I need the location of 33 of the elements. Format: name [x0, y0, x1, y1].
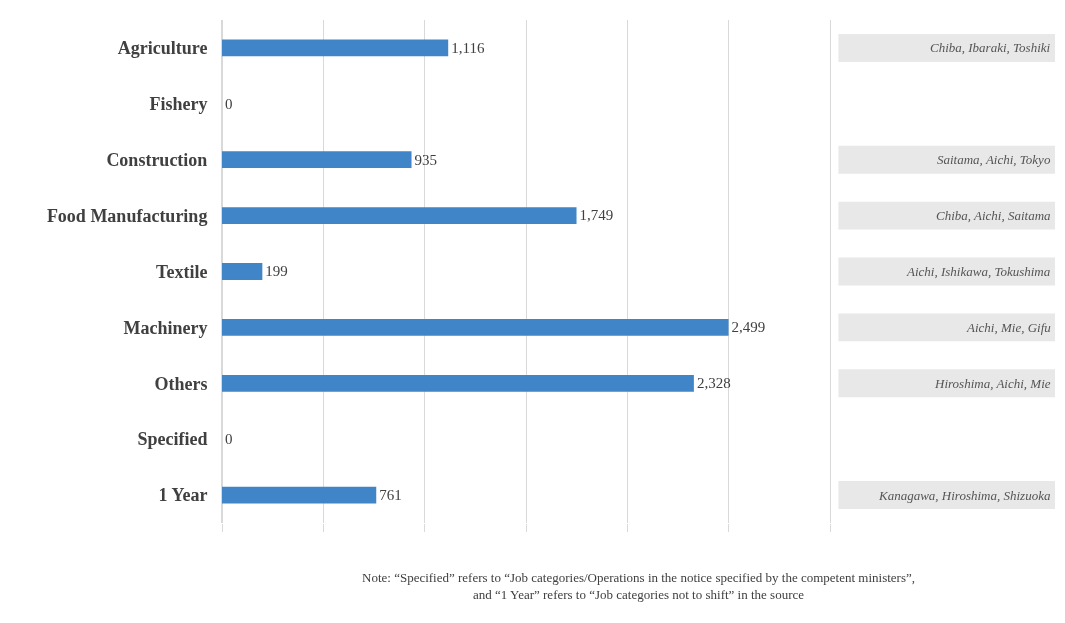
bar — [222, 374, 694, 392]
data-label: 0 — [225, 431, 233, 448]
y2-tick-label: Chiba, Ibaraki, Toshiki — [930, 40, 1051, 55]
y2-tick-label: Aichi, Ishikawa, Tokushima — [906, 264, 1051, 279]
y-tick-label: 1 Year — [158, 485, 208, 506]
y2-tick-label: Kanagawa, Hiroshima, Shizuoka — [878, 488, 1051, 503]
bar — [222, 151, 412, 169]
bar — [222, 39, 449, 57]
data-label: 2,328 — [696, 375, 731, 392]
text: Note: “Specified” refers to “Job categories/Operations in the notice specified by the competent ministers”, and “1 Year” refers to “Job categories not to shift” in the source — [362, 570, 916, 602]
y-tick-label: Specified — [137, 429, 208, 450]
y-tick-label: Others — [154, 373, 208, 394]
data-label: 0 — [225, 95, 233, 112]
y-tick-label: Fishery — [149, 94, 208, 115]
y2-tick-label: Chiba, Aichi, Saitama — [936, 208, 1052, 223]
bar — [222, 319, 729, 336]
y-tick-label: Agriculture — [117, 38, 208, 59]
y-tick-label: Construction — [106, 150, 208, 171]
y2-tick-label: Hiroshima, Aichi, Mie — [934, 376, 1051, 391]
data-label: 935 — [414, 151, 438, 168]
y-tick-label: Food Manufacturing — [46, 205, 208, 226]
data-label: 761 — [379, 486, 402, 503]
bar — [222, 207, 577, 224]
data-label: 2,499 — [731, 319, 766, 336]
y2-tick-label: Aichi, Mie, Gifu — [966, 320, 1052, 335]
y2-tick-label: Saitama, Aichi, Tokyo — [937, 152, 1051, 167]
y-tick-label: Textile — [156, 261, 208, 282]
data-label: 1,116 — [451, 39, 485, 56]
y-tick-label: Machinery — [123, 317, 208, 338]
data-label: 199 — [265, 263, 288, 280]
data-label: 1,749 — [579, 207, 614, 224]
bar — [222, 486, 377, 504]
bar — [222, 263, 263, 280]
